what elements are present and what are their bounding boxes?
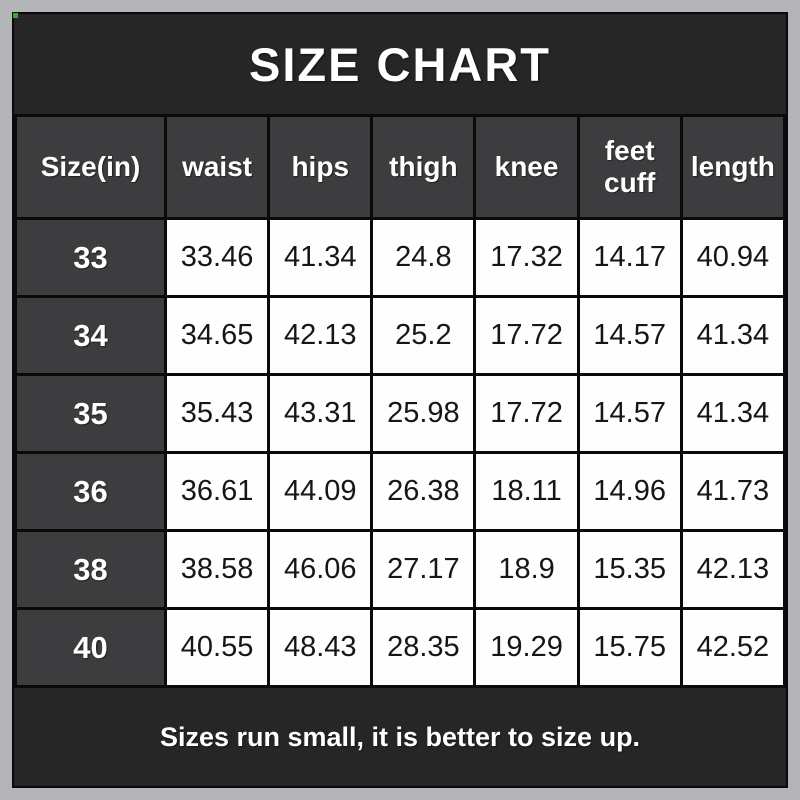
value-cell: 25.98 [370, 373, 477, 454]
value-cell: 36.61 [163, 451, 271, 532]
value-cell: 14.57 [576, 295, 683, 376]
value-cell: 18.9 [473, 529, 580, 610]
column-header-knee: knee [473, 114, 580, 220]
value-cell: 42.13 [267, 295, 374, 376]
header-row: Size(in) waist hips thigh knee feet cuff… [14, 114, 787, 220]
value-cell: 19.29 [473, 607, 580, 688]
value-cell: 35.43 [163, 373, 271, 454]
size-cell: 40 [14, 607, 167, 688]
title-bar: SIZE CHART [14, 14, 786, 114]
table-row: 34 34.65 42.13 25.2 17.72 14.57 41.34 [14, 295, 787, 376]
chart-title: SIZE CHART [249, 37, 551, 91]
value-cell: 48.43 [267, 607, 374, 688]
size-chart-card: SIZE CHART Size(in) waist hips thigh kne… [12, 12, 788, 788]
size-note: Sizes run small, it is better to size up… [159, 721, 641, 752]
value-cell: 41.73 [679, 451, 787, 532]
value-cell: 15.35 [576, 529, 683, 610]
value-cell: 25.2 [370, 295, 477, 376]
size-cell: 35 [14, 373, 167, 454]
column-header-hips: hips [267, 114, 374, 220]
value-cell: 42.13 [679, 529, 787, 610]
value-cell: 38.58 [163, 529, 271, 610]
value-cell: 40.55 [163, 607, 271, 688]
value-cell: 41.34 [679, 373, 787, 454]
size-cell: 34 [14, 295, 167, 376]
column-header-length: length [679, 114, 787, 220]
column-header-waist: waist [163, 114, 271, 220]
value-cell: 14.57 [576, 373, 683, 454]
value-cell: 24.8 [370, 217, 477, 298]
value-cell: 46.06 [267, 529, 374, 610]
value-cell: 27.17 [370, 529, 477, 610]
value-cell: 43.31 [267, 373, 374, 454]
size-cell: 36 [14, 451, 167, 532]
value-cell: 44.09 [267, 451, 374, 532]
value-cell: 14.96 [576, 451, 683, 532]
value-cell: 18.11 [473, 451, 580, 532]
value-cell: 41.34 [267, 217, 374, 298]
value-cell: 26.38 [370, 451, 477, 532]
size-table: Size(in) waist hips thigh knee feet cuff… [14, 114, 787, 688]
value-cell: 34.65 [163, 295, 271, 376]
size-cell: 38 [14, 529, 167, 610]
table-row: 35 35.43 43.31 25.98 17.72 14.57 41.34 [14, 373, 787, 454]
value-cell: 41.34 [679, 295, 787, 376]
column-header-feet-cuff: feet cuff [576, 114, 683, 220]
table-row: 40 40.55 48.43 28.35 19.29 15.75 42.52 [14, 607, 787, 688]
table-row: 38 38.58 46.06 27.17 18.9 15.35 42.13 [14, 529, 787, 610]
value-cell: 14.17 [576, 217, 683, 298]
table-row: 33 33.46 41.34 24.8 17.32 14.17 40.94 [14, 217, 787, 298]
value-cell: 28.35 [370, 607, 477, 688]
value-cell: 17.72 [473, 295, 580, 376]
table-row: 36 36.61 44.09 26.38 18.11 14.96 41.73 [14, 451, 787, 532]
value-cell: 17.32 [473, 217, 580, 298]
size-cell: 33 [14, 217, 167, 298]
column-header-size: Size(in) [14, 114, 167, 220]
column-header-thigh: thigh [370, 114, 477, 220]
value-cell: 15.75 [576, 607, 683, 688]
value-cell: 33.46 [163, 217, 271, 298]
stray-green-dot [13, 13, 18, 18]
value-cell: 42.52 [679, 607, 787, 688]
value-cell: 40.94 [679, 217, 787, 298]
value-cell: 17.72 [473, 373, 580, 454]
footer-bar: Sizes run small, it is better to size up… [14, 688, 786, 786]
